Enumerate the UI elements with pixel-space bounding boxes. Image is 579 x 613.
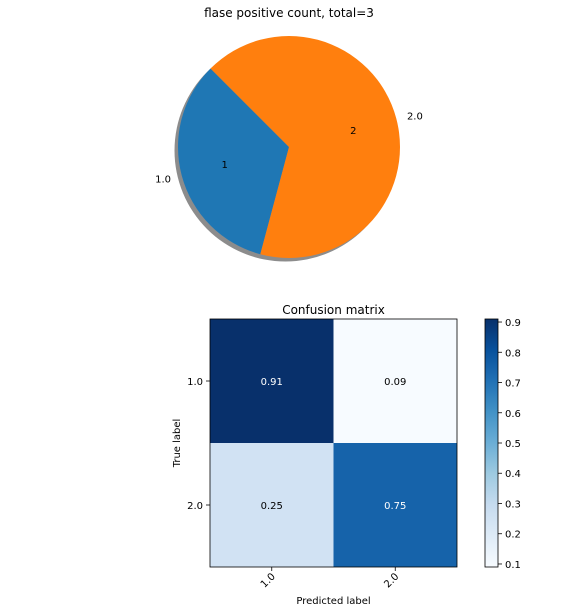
matrix-cell-label: 0.09 (384, 377, 406, 388)
y-tick-label: 1.0 (187, 377, 203, 388)
colorbar-tick-label: 0.5 (505, 439, 521, 450)
colorbar-tick-label: 0.7 (505, 379, 521, 390)
colorbar-gradient (484, 318, 499, 568)
confusion-matrix: Confusion matrix 0.91 0.09 0.25 0.75 1.0 2.0… (172, 303, 458, 607)
pie-marks: 1.0 1 2.0 2 (155, 36, 423, 262)
matrix-cell-label: 0.75 (384, 501, 406, 512)
pie-chart: flase positive count, total=3 1.0 1 2.0 2 (155, 6, 423, 262)
pie-slice-value: 1 (221, 160, 227, 171)
colorbar-ticks: 0.1 0.2 0.3 0.4 0.5 0.6 0.7 0.8 0.9 (498, 318, 521, 571)
pie-slice-value: 2 (350, 126, 356, 137)
matrix-cell (333, 319, 457, 443)
colorbar-tick-label: 0.2 (505, 530, 521, 541)
pie-slice-2.0 (210, 36, 400, 258)
x-tick-label: 2.0 (382, 571, 401, 590)
matrix-cell-label: 0.91 (261, 377, 283, 388)
colorbar: 0.1 0.2 0.3 0.4 0.5 0.6 0.7 0.8 0.9 (484, 318, 521, 571)
matrix-cell (210, 443, 334, 567)
matrix-cell (210, 319, 334, 443)
matrix-cell (333, 443, 457, 567)
pie-title: flase positive count, total=3 (204, 6, 374, 20)
colorbar-tick-label: 0.6 (505, 409, 521, 420)
colorbar-tick-label: 0.8 (505, 348, 521, 359)
matrix-xlabel: Predicted label (296, 596, 370, 607)
colorbar-tick-label: 0.3 (505, 499, 521, 510)
pie-slice-1.0 (178, 68, 289, 255)
x-tick-label: 1.0 (259, 571, 278, 590)
colorbar-tick-label: 0.9 (505, 318, 521, 329)
colorbar-tick-label: 0.4 (505, 469, 521, 480)
colorbar-tick-label: 0.1 (505, 560, 521, 571)
matrix-cells: 0.91 0.09 0.25 0.75 (210, 319, 457, 567)
matrix-cell-label: 0.25 (261, 501, 283, 512)
y-tick-label: 2.0 (187, 501, 203, 512)
pie-label: 1.0 (155, 175, 171, 186)
matrix-ylabel: True label (172, 419, 183, 469)
matrix-title: Confusion matrix (282, 303, 385, 317)
matrix-frame (209, 318, 458, 568)
pie-label: 2.0 (407, 111, 423, 122)
